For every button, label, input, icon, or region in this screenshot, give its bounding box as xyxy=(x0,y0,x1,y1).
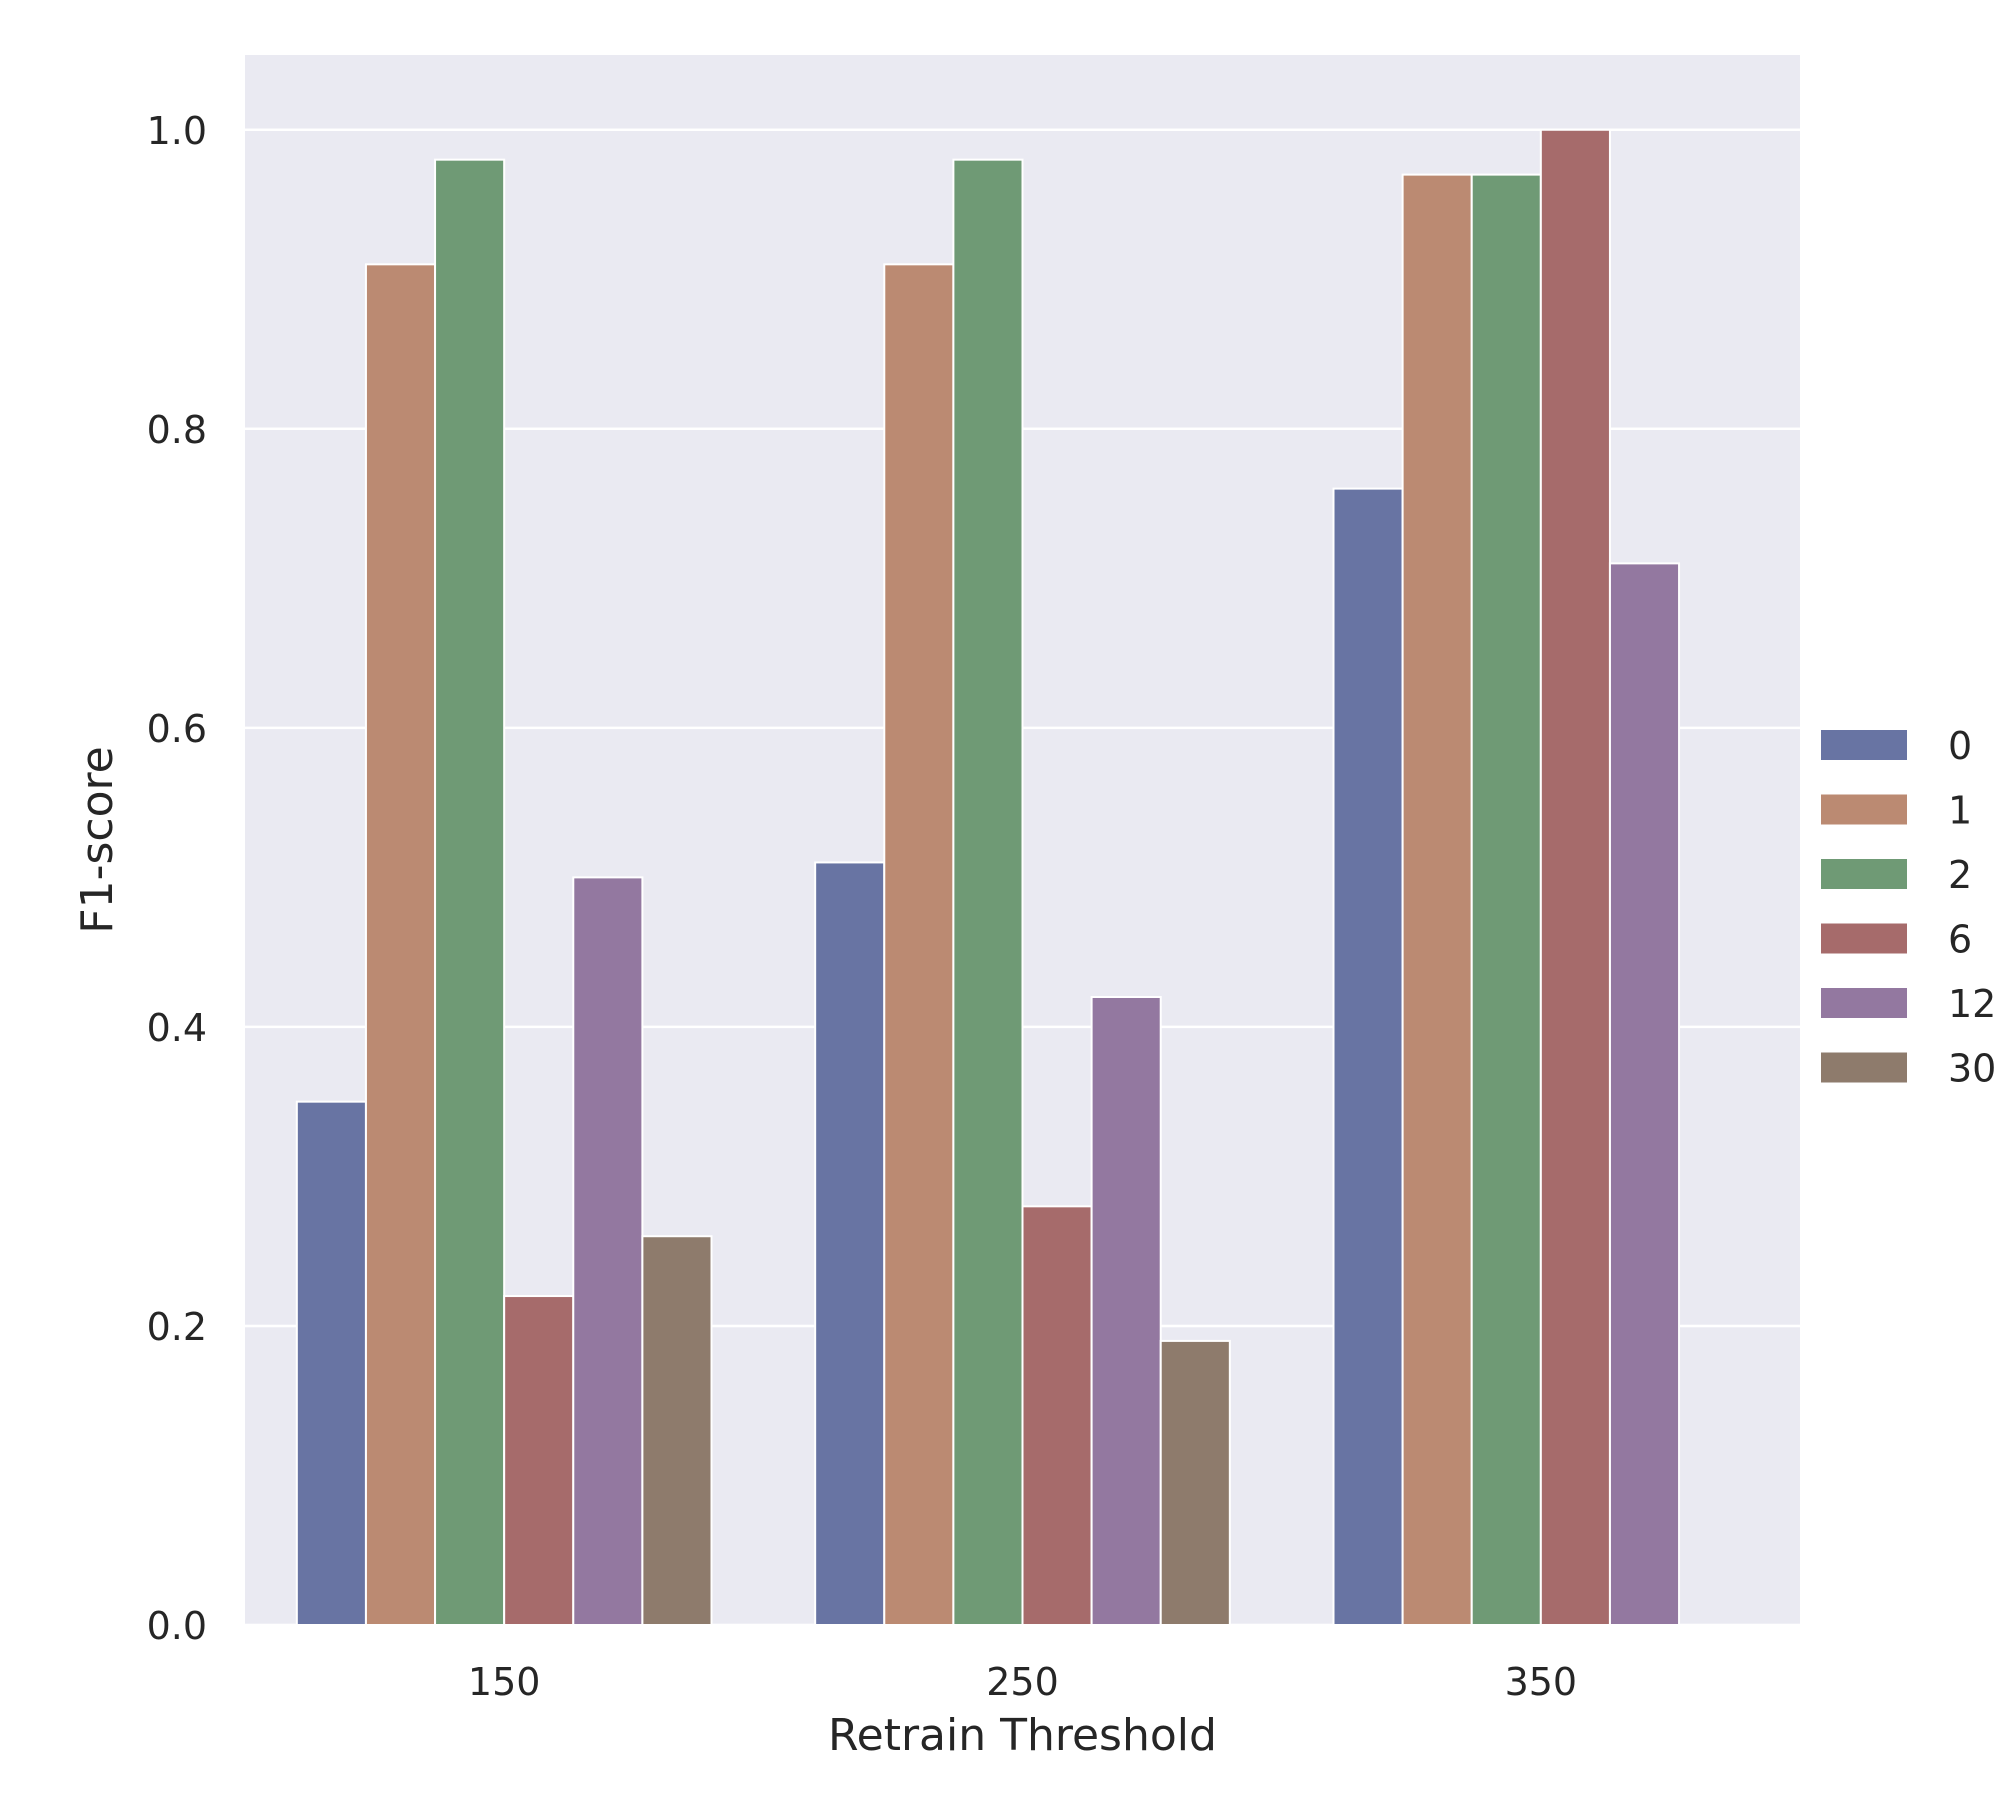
y-tick-label: 0.0 xyxy=(147,1604,207,1648)
bar xyxy=(1159,1339,1231,1627)
legend-swatch xyxy=(1819,792,1909,827)
bar xyxy=(1021,1205,1093,1627)
y-tick-label: 0.6 xyxy=(147,707,207,751)
legend-swatch xyxy=(1819,921,1909,956)
bar xyxy=(814,861,886,1626)
bar xyxy=(572,876,644,1626)
x-tick-label: 250 xyxy=(986,1660,1059,1704)
bar xyxy=(1539,128,1611,1626)
bar xyxy=(1332,487,1404,1627)
bar xyxy=(295,1100,367,1626)
x-tick-label: 350 xyxy=(1505,1660,1578,1704)
x-axis-label: Retrain Threshold xyxy=(828,1710,1217,1761)
bar xyxy=(503,1295,575,1626)
bar xyxy=(1608,562,1681,1626)
legend-label: 6 xyxy=(1948,918,1972,962)
bar xyxy=(1090,996,1162,1626)
legend-label: 30 xyxy=(1948,1047,1996,1091)
legend-label: 0 xyxy=(1948,724,1972,768)
bar xyxy=(1470,173,1542,1627)
y-tick-label: 1.0 xyxy=(147,109,207,153)
bar xyxy=(1401,173,1473,1627)
legend-label: 2 xyxy=(1948,853,1972,897)
legend-label: 1 xyxy=(1948,789,1972,833)
bars xyxy=(295,128,1681,1627)
x-axis-ticks: 150 250 350 xyxy=(468,1660,1577,1704)
legend-swatch xyxy=(1819,986,1909,1020)
legend-swatch xyxy=(1819,728,1909,762)
bar xyxy=(952,158,1024,1627)
y-axis-label: F1-score xyxy=(72,746,123,933)
bar xyxy=(641,1235,713,1626)
bar xyxy=(434,158,506,1627)
y-tick-label: 0.8 xyxy=(147,408,207,452)
legend-swatch xyxy=(1819,857,1909,891)
legend-swatch xyxy=(1819,1050,1909,1085)
bar xyxy=(883,263,955,1626)
y-axis-ticks: 0.0 0.2 0.4 0.6 0.8 1.0 xyxy=(147,109,207,1648)
y-tick-label: 0.4 xyxy=(147,1006,207,1050)
x-tick-label: 150 xyxy=(468,1660,541,1704)
y-tick-label: 0.2 xyxy=(147,1305,207,1349)
legend-label: 12 xyxy=(1948,982,1996,1026)
bar xyxy=(364,263,437,1626)
